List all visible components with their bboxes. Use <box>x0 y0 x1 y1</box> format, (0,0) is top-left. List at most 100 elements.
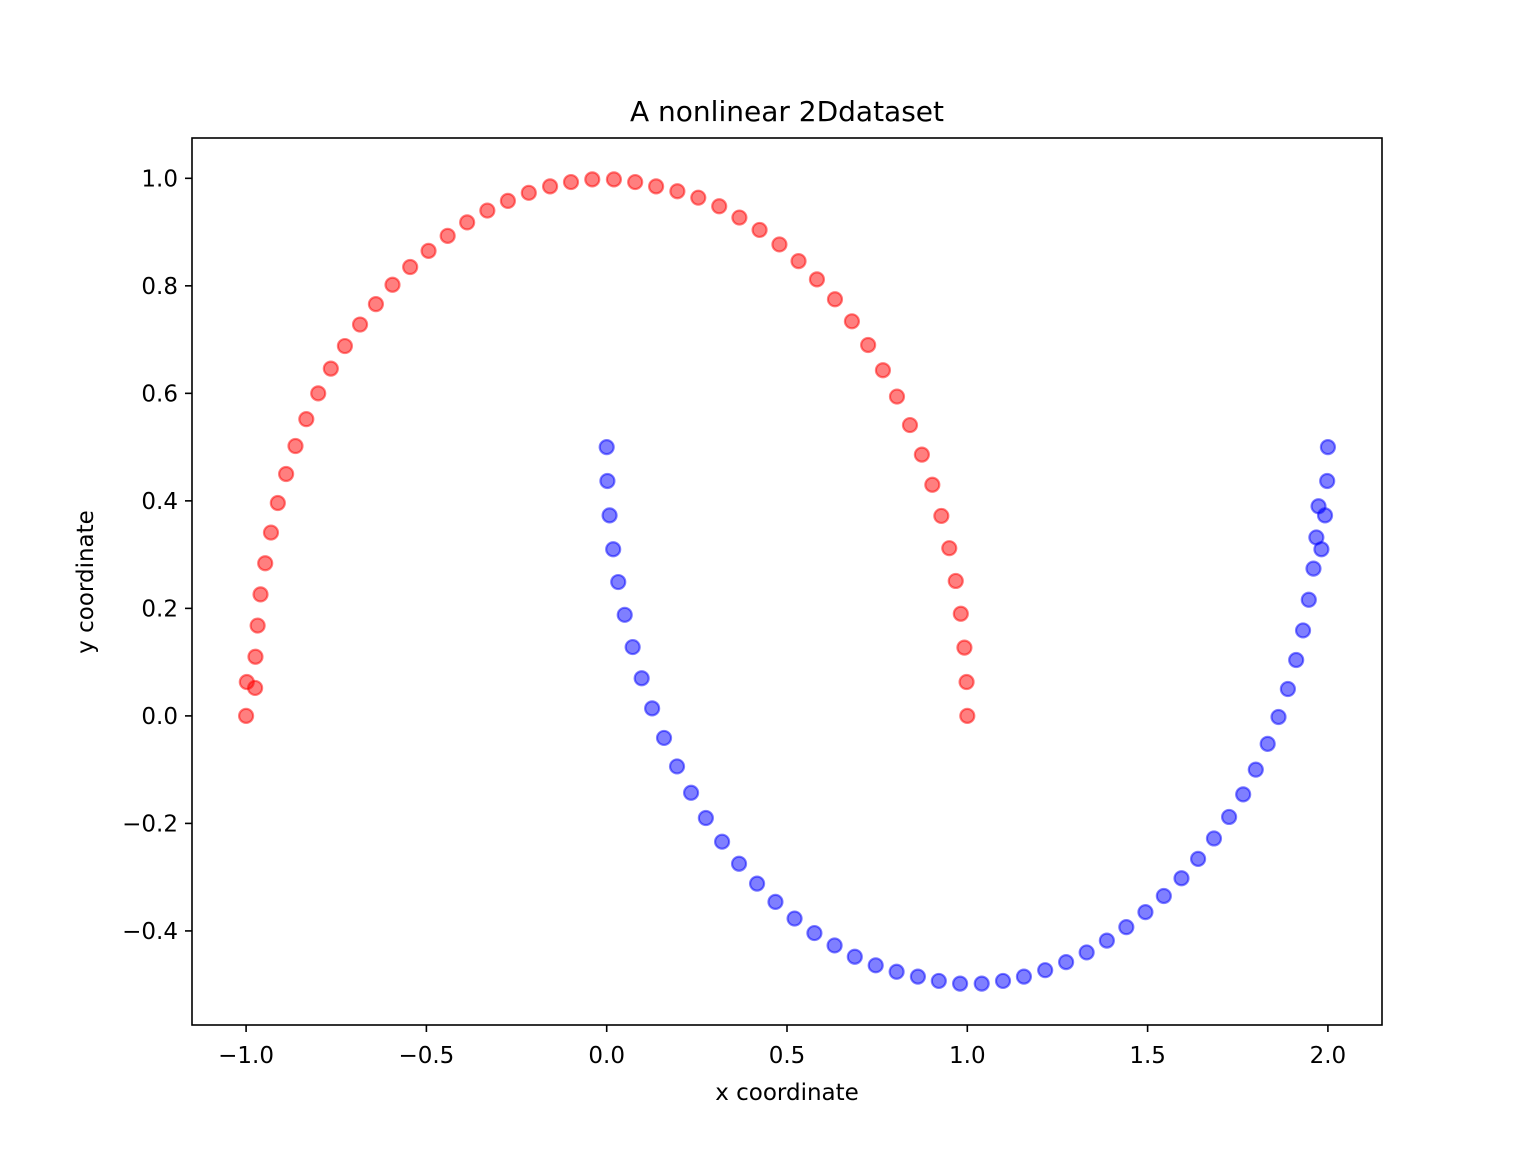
data-point-series-1 <box>479 202 496 219</box>
data-point-series-1 <box>941 540 958 557</box>
data-point-series-1 <box>310 385 327 402</box>
data-point-series-1 <box>933 507 950 525</box>
data-point-series-2 <box>713 833 731 850</box>
data-point-series-1 <box>826 291 844 308</box>
data-point-series-2 <box>598 439 615 456</box>
data-point-series-1 <box>711 198 728 215</box>
y-tick-label: 1.0 <box>141 166 178 192</box>
data-point-series-1 <box>605 171 623 188</box>
data-point-series-2 <box>1294 622 1312 639</box>
x-tick-label: 0.5 <box>769 1043 806 1069</box>
data-point-series-1 <box>924 476 941 493</box>
data-point-series-1 <box>874 362 892 379</box>
data-point-series-2 <box>1316 507 1334 524</box>
data-point-series-1 <box>367 296 385 313</box>
data-point-series-2 <box>644 700 661 717</box>
y-tick-label: −0.2 <box>122 811 178 837</box>
data-point-series-2 <box>610 573 627 591</box>
data-point-series-2 <box>1288 651 1305 669</box>
data-point-series-2 <box>973 975 990 992</box>
data-point-series-2 <box>1098 932 1115 949</box>
data-point-series-2 <box>1270 708 1287 726</box>
data-point-series-2 <box>624 638 641 656</box>
data-point-series-2 <box>767 893 784 911</box>
data-point-series-2 <box>601 507 618 524</box>
x-tick-label: 1.0 <box>949 1043 986 1069</box>
data-point-series-2 <box>1279 680 1296 698</box>
data-point-series-2 <box>1313 541 1330 558</box>
chart-title: A nonlinear 2Ddataset <box>630 95 944 128</box>
x-tick-label: 1.5 <box>1129 1043 1166 1069</box>
data-point-series-2 <box>867 957 884 974</box>
data-point-series-2 <box>888 963 905 980</box>
data-point-series-1 <box>901 416 919 434</box>
data-point-series-1 <box>771 236 788 253</box>
data-point-series-1 <box>562 173 580 191</box>
y-tick-label: 0.8 <box>141 274 178 300</box>
data-point-series-2 <box>1155 887 1172 905</box>
data-point-series-1 <box>278 465 295 483</box>
y-tick-label: −0.4 <box>122 919 178 945</box>
data-point-series-2 <box>1118 919 1135 936</box>
data-point-series-1 <box>860 336 877 354</box>
data-point-series-2 <box>697 809 714 827</box>
data-point-series-1 <box>956 639 973 656</box>
data-point-series-2 <box>1015 968 1033 985</box>
y-tick-label: 0.4 <box>141 489 178 515</box>
data-point-series-1 <box>257 555 274 572</box>
data-point-series-2 <box>599 472 616 490</box>
data-point-series-2 <box>1305 560 1322 577</box>
data-point-series-2 <box>1259 735 1276 752</box>
data-point-series-2 <box>1173 870 1190 887</box>
data-point-series-2 <box>1235 786 1252 803</box>
data-point-series-1 <box>402 258 419 276</box>
data-point-series-2 <box>605 541 622 558</box>
data-point-series-2 <box>909 968 927 985</box>
x-axis-label: x coordinate <box>715 1080 859 1106</box>
y-axis-label: y coordinate <box>73 510 99 654</box>
data-point-series-1 <box>690 189 707 206</box>
data-point-series-1 <box>237 707 255 724</box>
data-point-series-2 <box>826 937 843 954</box>
data-point-series-2 <box>1319 439 1337 456</box>
data-point-series-2 <box>846 948 863 965</box>
x-tick-label: −1.0 <box>218 1043 274 1069</box>
data-point-series-1 <box>790 253 807 270</box>
data-point-series-2 <box>1300 591 1317 608</box>
data-point-series-2 <box>1137 904 1154 921</box>
data-point-series-1 <box>888 388 906 405</box>
data-point-series-1 <box>808 271 826 288</box>
data-point-series-1 <box>751 221 768 239</box>
x-tick-label: 2.0 <box>1310 1043 1347 1069</box>
data-point-series-1 <box>249 617 266 634</box>
data-point-series-1 <box>952 605 969 622</box>
data-point-series-2 <box>655 729 673 747</box>
data-point-series-1 <box>913 446 930 463</box>
data-point-series-1 <box>439 227 456 244</box>
data-point-series-2 <box>748 875 766 892</box>
data-point-series-1 <box>298 411 315 428</box>
data-point-series-1 <box>499 192 516 209</box>
y-tick-label: 0.0 <box>141 704 178 730</box>
data-point-series-2 <box>994 972 1012 990</box>
data-point-series-2 <box>1189 850 1207 867</box>
data-point-series-2 <box>1205 830 1223 847</box>
data-point-series-2 <box>930 972 947 990</box>
data-point-series-1 <box>247 648 264 665</box>
x-tick-label: 0.0 <box>588 1043 625 1069</box>
y-tick-label: 0.2 <box>141 596 178 622</box>
data-point-series-1 <box>322 360 339 377</box>
data-point-series-2 <box>1037 962 1054 979</box>
data-point-series-2 <box>668 758 686 775</box>
y-axis: −0.4 −0.2 0.0 0.2 0.4 0.6 0.8 1.0 <box>122 166 192 945</box>
y-tick-label: 0.6 <box>141 381 178 407</box>
data-point-series-1 <box>843 313 861 330</box>
data-point-series-1 <box>958 673 975 691</box>
data-point-series-1 <box>731 209 748 226</box>
data-point-series-1 <box>252 586 269 603</box>
data-point-series-1 <box>959 707 976 724</box>
data-point-series-2 <box>682 784 700 801</box>
data-point-series-1 <box>384 276 401 293</box>
x-tick-label: −0.5 <box>398 1043 454 1069</box>
